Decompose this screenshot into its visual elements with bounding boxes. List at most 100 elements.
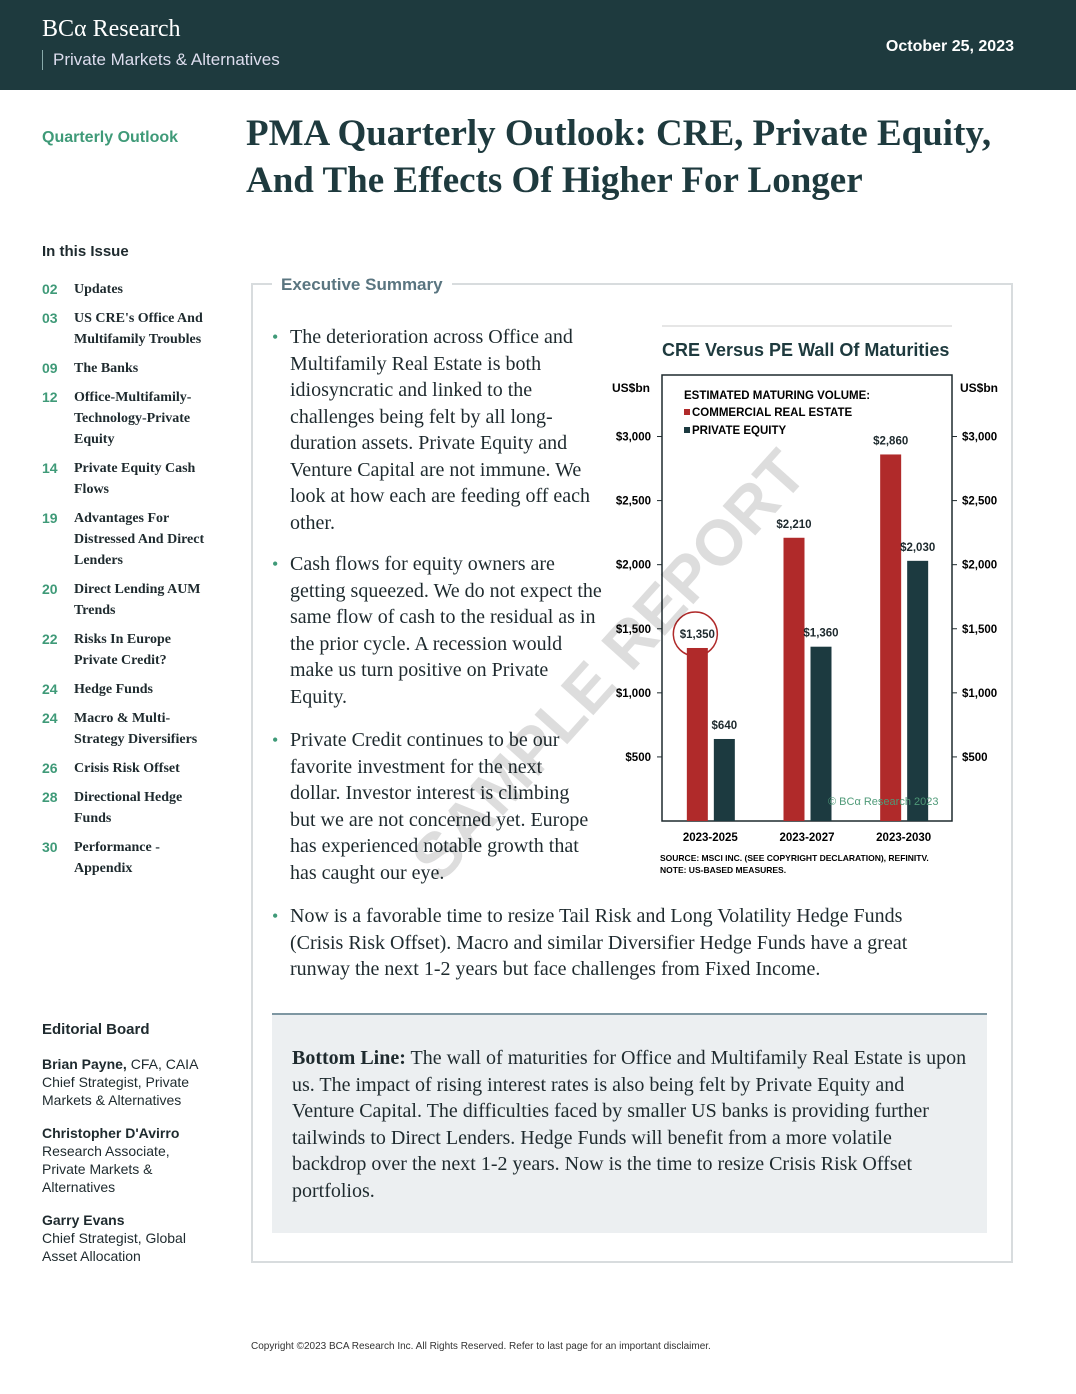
chart-source: SOURCE: MSCI INC. (SEE COPYRIGHT DECLARA… — [660, 853, 929, 863]
y2-tick-label: $2,000 — [962, 560, 997, 572]
toc-item: 20 Direct Lending AUM Trends — [42, 579, 214, 621]
bottom-line: Bottom Line: The wall of maturities for … — [272, 1013, 987, 1233]
y-tick-label: $1,500 — [616, 624, 651, 636]
member-name-line: Garry Evans — [42, 1211, 212, 1229]
member-credentials: CFA, CAIA — [130, 1056, 199, 1072]
toc-item: 09 The Banks — [42, 358, 214, 379]
legend-title: ESTIMATED MATURING VOLUME: — [684, 390, 870, 402]
value-label: $2,860 — [873, 435, 908, 447]
toc-label: Office-Multifamily-Technology-Private Eq… — [74, 390, 192, 447]
value-label: $640 — [712, 720, 738, 732]
toc-page: 22 — [42, 631, 58, 647]
y2-tick-label: $3,000 — [962, 432, 997, 444]
member-role: Chief Strategist, Global Asset Allocatio… — [42, 1230, 186, 1264]
y-axis-label: US$bn — [612, 381, 650, 395]
toc-label: Macro & Multi-Strategy Diversifiers — [74, 711, 198, 747]
brand: BCα Research — [42, 16, 181, 42]
y2-tick-label: $500 — [962, 752, 988, 764]
header: BCα Research Private Markets & Alternati… — [0, 0, 1076, 90]
member-name-line: Brian Payne, CFA, CAIA — [42, 1055, 212, 1073]
toc-page: 24 — [42, 710, 58, 726]
toc-page: 28 — [42, 789, 58, 805]
toc-item: 14 Private Equity Cash Flows — [42, 458, 214, 500]
legend-label: COMMERCIAL REAL ESTATE — [692, 407, 852, 419]
value-label: $1,360 — [803, 628, 838, 640]
y2-tick-label: $2,500 — [962, 496, 997, 508]
toc-label: Updates — [74, 282, 124, 297]
member-name: Garry Evans — [42, 1212, 125, 1228]
division: Private Markets & Alternatives — [42, 50, 280, 70]
toc-label: Private Equity Cash Flows — [74, 461, 196, 497]
value-label: $1,350 — [680, 629, 715, 641]
summary-box — [251, 283, 1013, 1263]
x-tick-label: 2023-2030 — [876, 832, 931, 844]
toc-item: 26 Crisis Risk Offset — [42, 758, 214, 779]
bullet: The deterioration across Office and Mult… — [272, 324, 608, 536]
toc: 02 Updates 03 US CRE's Office And Multifami… — [42, 279, 214, 887]
bar — [880, 454, 902, 821]
toc-item: 24 Macro & Multi-Strategy Diversifiers — [42, 708, 214, 750]
member-name-line: Christopher D'Avirro — [42, 1124, 212, 1142]
y2-tick-label: $1,500 — [962, 624, 997, 636]
toc-item: 12 Office-Multifamily-Technology-Private … — [42, 387, 214, 450]
chart-note: NOTE: US-BASED MEASURES. — [660, 865, 786, 875]
bullet: Cash flows for equity owners are getting… — [272, 551, 608, 710]
y2-axis-label: US$bn — [960, 381, 998, 395]
toc-item: 22 Risks In Europe Private Credit? — [42, 629, 214, 671]
member-role: Research Associate, Private Markets & Al… — [42, 1143, 170, 1195]
member-role: Chief Strategist, Private Markets & Alte… — [42, 1074, 190, 1108]
bar — [907, 560, 929, 821]
toc-label: Crisis Risk Offset — [74, 761, 180, 776]
board-member: Garry Evans Chief Strategist, Global Asse… — [42, 1211, 212, 1265]
member-name: Christopher D'Avirro — [42, 1125, 180, 1141]
report-type: Quarterly Outlook — [42, 129, 179, 146]
editorial-board: Brian Payne, CFA, CAIA Chief Strategist, … — [42, 1055, 212, 1280]
footer: Copyright ©2023 BCA Research Inc. All Ri… — [251, 1341, 711, 1352]
date: October 25, 2023 — [885, 38, 1014, 55]
y-tick-label: $2,000 — [616, 560, 651, 572]
y2-tick-label: $1,000 — [962, 688, 997, 700]
toc-item: 03 US CRE's Office And Multifamily Troubl… — [42, 308, 214, 350]
toc-page: 12 — [42, 389, 58, 405]
member-name: Brian Payne, — [42, 1056, 127, 1072]
toc-page: 03 — [42, 310, 58, 326]
legend-swatch — [684, 427, 690, 433]
legend-swatch — [684, 409, 690, 415]
y-tick-label: $500 — [625, 752, 651, 764]
x-tick-label: 2023-2025 — [683, 832, 739, 844]
toc-page: 09 — [42, 360, 58, 376]
toc-page: 24 — [42, 681, 58, 697]
chart-copyright: © BCα Research 2023 — [828, 796, 938, 808]
toc-label: Advantages For Distressed And Direct Len… — [74, 511, 205, 568]
bottom-line-text: The wall of maturities for Office and Mu… — [292, 1047, 967, 1202]
toc-label: Hedge Funds — [74, 682, 153, 697]
title: PMA Quarterly Outlook: CRE, Private Equi… — [246, 113, 992, 201]
toc-item: 19 Advantages For Distressed And Direct L… — [42, 508, 214, 571]
legend-label: PRIVATE EQUITY — [692, 425, 786, 437]
y-tick-label: $2,500 — [616, 496, 651, 508]
toc-page: 14 — [42, 460, 58, 476]
toc-label: US CRE's Office And Multifamily Troubles — [74, 311, 203, 347]
bullet: Private Credit continues to be our favor… — [272, 727, 590, 886]
toc-item: 24 Hedge Funds — [42, 679, 214, 700]
board-heading: Editorial Board — [42, 1021, 150, 1038]
toc-label: Direct Lending AUM Trends — [74, 582, 201, 618]
toc-item: 28 Directional Hedge Funds — [42, 787, 214, 829]
bar — [810, 646, 832, 821]
y-tick-label: $3,000 — [616, 432, 651, 444]
toc-label: The Banks — [74, 361, 139, 376]
bottom-line-label: Bottom Line: — [292, 1047, 406, 1069]
toc-page: 02 — [42, 281, 58, 297]
bar — [686, 647, 708, 821]
toc-heading: In this Issue — [42, 243, 129, 260]
toc-page: 30 — [42, 839, 58, 855]
chart: CRE Versus PE Wall Of Maturities US$bn US$… — [612, 325, 998, 875]
toc-page: 26 — [42, 760, 58, 776]
board-member: Brian Payne, CFA, CAIA Chief Strategist, … — [42, 1055, 212, 1109]
toc-item: 30 Performance - Appendix — [42, 837, 214, 879]
toc-label: Directional Hedge Funds — [74, 790, 183, 826]
toc-page: 19 — [42, 510, 58, 526]
board-member: Christopher D'Avirro Research Associate, … — [42, 1124, 212, 1196]
chart-title: CRE Versus PE Wall Of Maturities — [662, 340, 949, 360]
